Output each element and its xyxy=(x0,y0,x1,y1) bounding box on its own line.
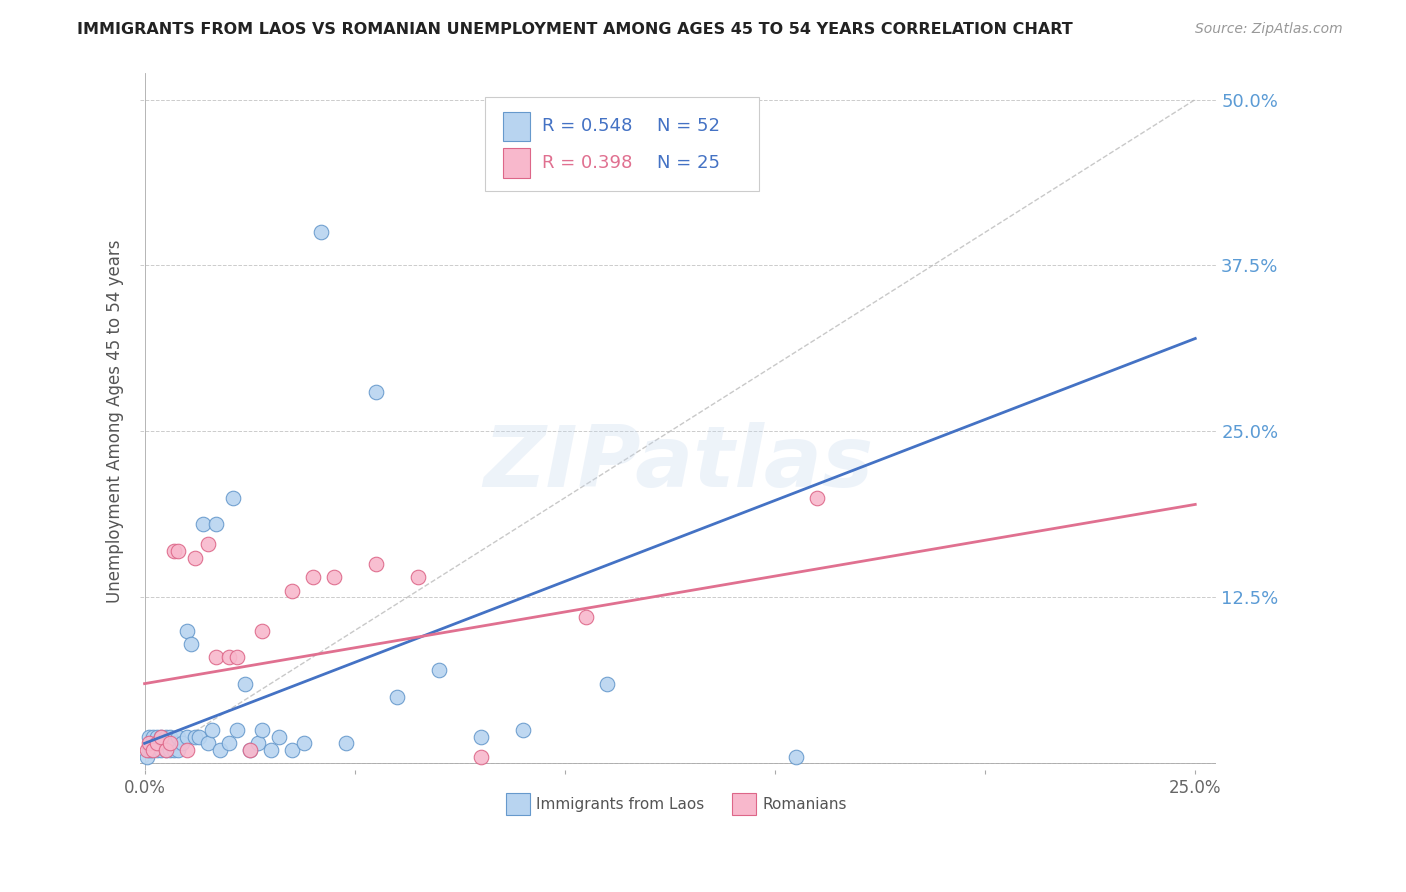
Point xyxy=(385,690,408,704)
Point xyxy=(155,743,177,757)
FancyBboxPatch shape xyxy=(733,793,756,815)
Point xyxy=(167,544,190,558)
Point xyxy=(180,637,202,651)
Point xyxy=(335,736,357,750)
Point xyxy=(364,557,387,571)
Point xyxy=(139,743,162,757)
Point xyxy=(226,650,249,665)
Point xyxy=(135,749,157,764)
Text: ZIPatlas: ZIPatlas xyxy=(484,422,873,505)
Text: Immigrants from Laos: Immigrants from Laos xyxy=(536,797,704,812)
Point xyxy=(146,743,169,757)
Point xyxy=(138,730,160,744)
Point xyxy=(322,570,344,584)
Point xyxy=(135,743,157,757)
Point xyxy=(267,730,290,744)
Text: IMMIGRANTS FROM LAOS VS ROMANIAN UNEMPLOYMENT AMONG AGES 45 TO 54 YEARS CORRELAT: IMMIGRANTS FROM LAOS VS ROMANIAN UNEMPLO… xyxy=(77,22,1073,37)
Point xyxy=(142,736,165,750)
Point xyxy=(159,736,181,750)
Point xyxy=(146,736,169,750)
Point xyxy=(159,730,181,744)
Point xyxy=(142,743,165,757)
Point xyxy=(364,384,387,399)
Point xyxy=(309,225,332,239)
Point xyxy=(155,736,177,750)
Point xyxy=(222,491,245,505)
Point xyxy=(176,743,198,757)
Point xyxy=(239,743,262,757)
Point xyxy=(205,650,228,665)
Point xyxy=(142,730,165,744)
FancyBboxPatch shape xyxy=(503,112,530,141)
Point xyxy=(172,736,194,750)
FancyBboxPatch shape xyxy=(506,793,530,815)
Point xyxy=(406,570,429,584)
Point xyxy=(167,743,190,757)
Point xyxy=(176,624,198,638)
FancyBboxPatch shape xyxy=(503,148,530,178)
Y-axis label: Unemployment Among Ages 45 to 54 years: Unemployment Among Ages 45 to 54 years xyxy=(107,240,124,603)
Point xyxy=(138,736,160,750)
Point xyxy=(239,743,262,757)
Point xyxy=(218,736,240,750)
Point xyxy=(184,730,207,744)
Point xyxy=(218,650,240,665)
Point xyxy=(292,736,315,750)
Point xyxy=(252,723,274,737)
Point xyxy=(575,610,598,624)
Point xyxy=(470,730,492,744)
Point xyxy=(470,749,492,764)
Point xyxy=(252,624,274,638)
Point xyxy=(280,743,302,757)
Point xyxy=(150,730,173,744)
Point xyxy=(280,583,302,598)
Text: R = 0.548: R = 0.548 xyxy=(541,117,633,135)
Point xyxy=(427,664,450,678)
Point xyxy=(259,743,281,757)
Point xyxy=(163,736,186,750)
Text: N = 25: N = 25 xyxy=(657,154,720,172)
Point xyxy=(226,723,249,737)
Text: Romanians: Romanians xyxy=(762,797,846,812)
Point xyxy=(176,730,198,744)
Point xyxy=(146,730,169,744)
Point xyxy=(163,544,186,558)
Text: N = 52: N = 52 xyxy=(657,117,720,135)
Point xyxy=(197,537,219,551)
Point xyxy=(155,743,177,757)
Point xyxy=(209,743,232,757)
Point xyxy=(806,491,828,505)
FancyBboxPatch shape xyxy=(485,97,759,192)
Point xyxy=(193,517,215,532)
Point xyxy=(159,743,181,757)
Point xyxy=(188,730,211,744)
Point xyxy=(785,749,807,764)
Point xyxy=(155,730,177,744)
Point xyxy=(163,743,186,757)
Point xyxy=(201,723,224,737)
Point xyxy=(247,736,270,750)
Point xyxy=(512,723,534,737)
Text: R = 0.398: R = 0.398 xyxy=(541,154,633,172)
Point xyxy=(596,676,619,690)
Point xyxy=(146,736,169,750)
Point xyxy=(184,550,207,565)
Point xyxy=(167,730,190,744)
Point xyxy=(235,676,257,690)
Point xyxy=(150,743,173,757)
Point xyxy=(205,517,228,532)
Point xyxy=(138,743,160,757)
Point xyxy=(150,730,173,744)
Point xyxy=(301,570,323,584)
Text: Source: ZipAtlas.com: Source: ZipAtlas.com xyxy=(1195,22,1343,37)
Point xyxy=(197,736,219,750)
Point xyxy=(159,736,181,750)
